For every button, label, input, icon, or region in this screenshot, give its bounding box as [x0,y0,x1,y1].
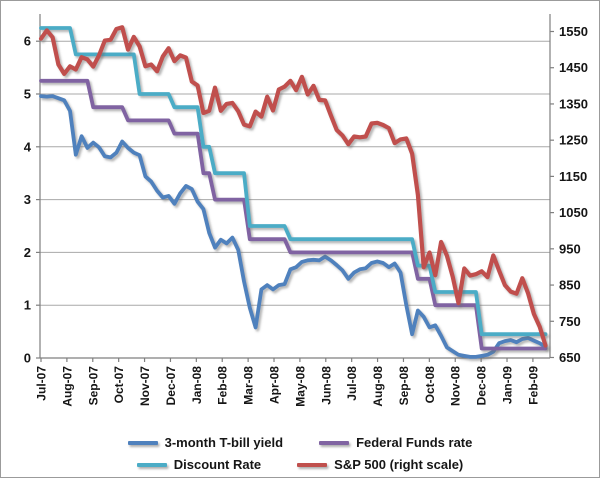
x-axis-tick-label: Jan-08 [190,366,204,404]
legend-item-t-bill: 3-month T-bill yield [127,435,284,450]
legend-item-sp500: S&P 500 (right scale) [297,457,463,472]
legend-label-sp500: S&P 500 (right scale) [334,457,464,472]
legend-label-discount-rate: Discount Rate [173,457,262,472]
x-axis-tick-label: Aug-07 [60,366,74,407]
y-axis-tick-label: 4 [24,139,32,154]
x-axis-tick-label: Jan-09 [501,366,515,404]
x-axis-tick-label: Mar-08 [242,366,256,405]
x-axis-tick-label: May-08 [293,366,307,407]
legend-marker-fed-funds-icon [319,440,350,445]
secondary-y-axis-tick-label: 650 [559,350,581,365]
x-axis-tick-label: Sep-07 [86,366,100,406]
x-axis-tick-label: Feb-08 [216,366,230,405]
secondary-y-axis-tick-label: 750 [559,314,581,329]
x-axis-tick-label: Jun-08 [319,366,333,405]
chart-legend: 3-month T-bill yield Federal Funds rate … [1,435,599,472]
legend-label-fed-funds: Federal Funds rate [356,435,473,450]
legend-item-fed-funds: Federal Funds rate [319,435,472,450]
x-axis-tick-label: Dec-07 [164,366,178,406]
legend-marker-sp500-icon [297,462,328,467]
x-axis-tick-label: Feb-09 [526,366,540,405]
x-axis-tick-label: Aug-08 [371,366,385,407]
x-axis-tick-label: Dec-08 [475,366,489,406]
secondary-y-axis-tick-label: 1350 [559,96,588,111]
legend-marker-discount-rate-icon [136,462,167,467]
series-line-s-p-500-right-scale [38,25,548,348]
legend-row-1: 3-month T-bill yield Federal Funds rate [127,435,472,450]
x-axis-tick-label: Jul-08 [345,366,359,401]
legend-item-discount-rate: Discount Rate [136,457,262,472]
y-axis-tick-label: 6 [24,34,31,49]
secondary-y-axis-tick-label: 1150 [559,169,587,184]
y-axis-tick-label: 2 [24,245,31,260]
x-axis-tick-label: Jul-07 [35,366,49,401]
legend-label-t-bill: 3-month T-bill yield [164,435,284,450]
series-line-federal-funds-rate [39,78,548,351]
x-axis-tick-label: Oct-07 [112,366,126,404]
y-axis-tick-label: 1 [24,298,31,313]
secondary-y-axis-tick-label: 1550 [559,24,588,39]
secondary-y-axis-tick-label: 1050 [559,205,588,220]
series-line-3-month-t-bill-yield [39,94,548,359]
x-axis-tick-label: Nov-08 [449,366,463,406]
series-line-discount-rate [39,26,548,337]
x-axis-tick-label: Sep-08 [397,366,411,406]
legend-marker-t-bill-icon [127,440,158,445]
legend-row-2: Discount Rate S&P 500 (right scale) [136,457,463,472]
y-axis-tick-label: 0 [24,351,31,366]
x-axis-tick-label: Nov-07 [138,366,152,406]
y-axis-tick-label: 5 [24,87,31,102]
secondary-y-axis-tick-label: 850 [559,278,581,293]
secondary-y-axis-tick-label: 950 [559,241,581,256]
secondary-y-axis-tick-label: 1450 [559,60,588,75]
x-axis-tick-label: Oct-08 [423,366,437,404]
y-axis-tick-label: 3 [24,192,31,207]
x-axis-tick-label: Apr-08 [268,366,282,404]
secondary-y-axis-tick-label: 1250 [559,133,588,148]
